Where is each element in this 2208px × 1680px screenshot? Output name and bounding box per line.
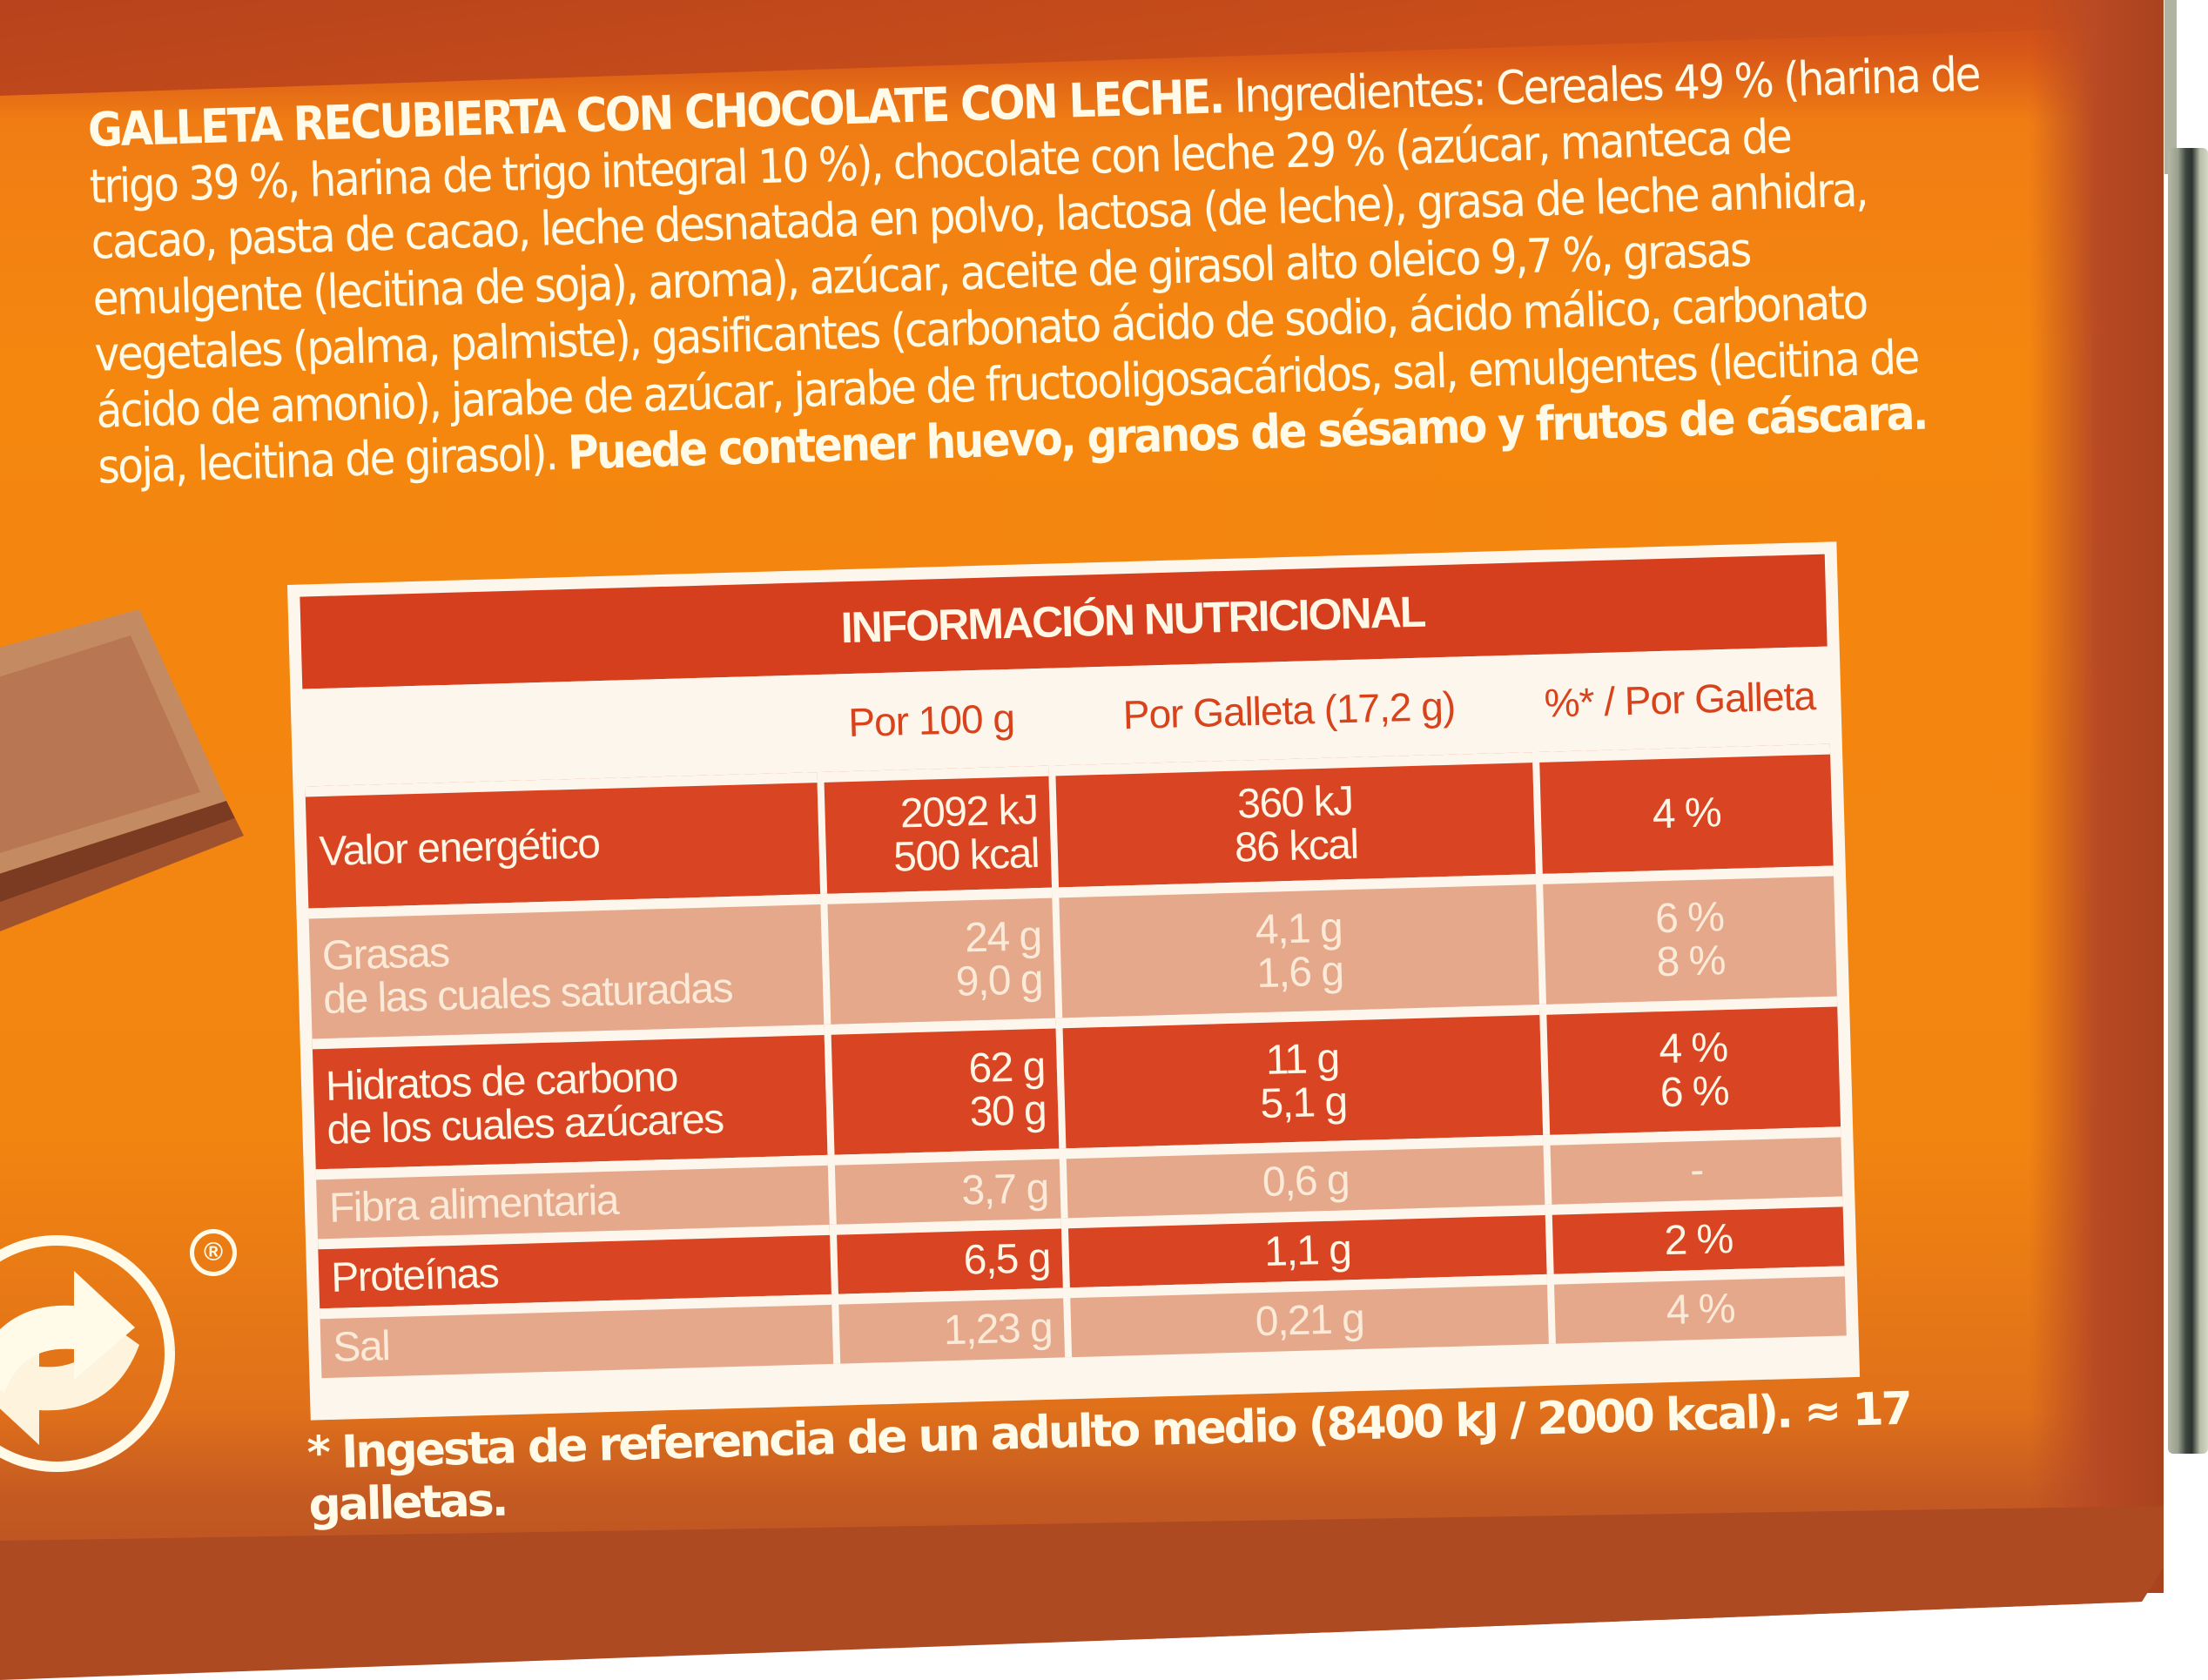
- nutrient-label: Sal: [320, 1294, 834, 1379]
- value-percent-ri: 6 % 8 %: [1535, 865, 1837, 1005]
- value-percent-ri: 4 % 6 %: [1539, 996, 1841, 1135]
- value-per-cookie: 0,21 g: [1062, 1273, 1549, 1358]
- nutrient-label: Hidratos de carbono de los cuales azúcare…: [312, 1024, 828, 1170]
- column-header-per-100g: Por 100 g: [814, 668, 1049, 773]
- package-edge-top: [2164, 0, 2177, 174]
- value-percent-ri: -: [1543, 1126, 1843, 1205]
- package-side-edge: [2168, 148, 2208, 1454]
- nutrient-label: Grasas de las cuales saturadas: [308, 894, 825, 1039]
- column-header-percent-ri: %* / Por Galleta: [1529, 646, 1830, 753]
- chocolate-piece-image: [0, 609, 244, 931]
- value-percent-ri: 2 %: [1545, 1196, 1845, 1274]
- column-header-nutrient: [302, 675, 818, 787]
- value-per-100g: 6,5 g: [829, 1218, 1063, 1294]
- value-per-cookie: 0,6 g: [1059, 1134, 1545, 1219]
- package-right-shading: [2029, 0, 2164, 1593]
- nutrient-label: Valor energético: [305, 772, 821, 909]
- value-per-100g: 2092 kJ 500 kcal: [817, 765, 1053, 895]
- value-per-100g: 3,7 g: [827, 1148, 1061, 1225]
- value-per-100g: 24 g 9,0 g: [820, 887, 1056, 1025]
- value-per-cookie: 4,1 g 1,6 g: [1052, 874, 1540, 1018]
- green-dot-recycling-icon: [0, 1235, 175, 1472]
- value-per-100g: 62 g 30 g: [824, 1018, 1060, 1155]
- column-header-per-cookie: Por Galleta (17,2 g): [1046, 655, 1532, 766]
- value-per-cookie: 11 g 5,1 g: [1055, 1005, 1544, 1149]
- value-per-cookie: 360 kJ 86 kcal: [1048, 752, 1536, 888]
- value-per-100g: 1,23 g: [831, 1287, 1066, 1364]
- value-percent-ri: 4 %: [1546, 1266, 1847, 1344]
- value-per-cookie: 1,1 g: [1060, 1204, 1547, 1288]
- value-percent-ri: 4 %: [1531, 743, 1834, 875]
- ingredients-text: GALLETA RECUBIERTA CON CHOCOLATE CON LEC…: [87, 45, 2030, 495]
- nutrition-table: INFORMACIÓN NUTRICIONAL Por 100 g Por Ga…: [287, 541, 1861, 1421]
- registered-trademark-icon: ®: [190, 1229, 237, 1276]
